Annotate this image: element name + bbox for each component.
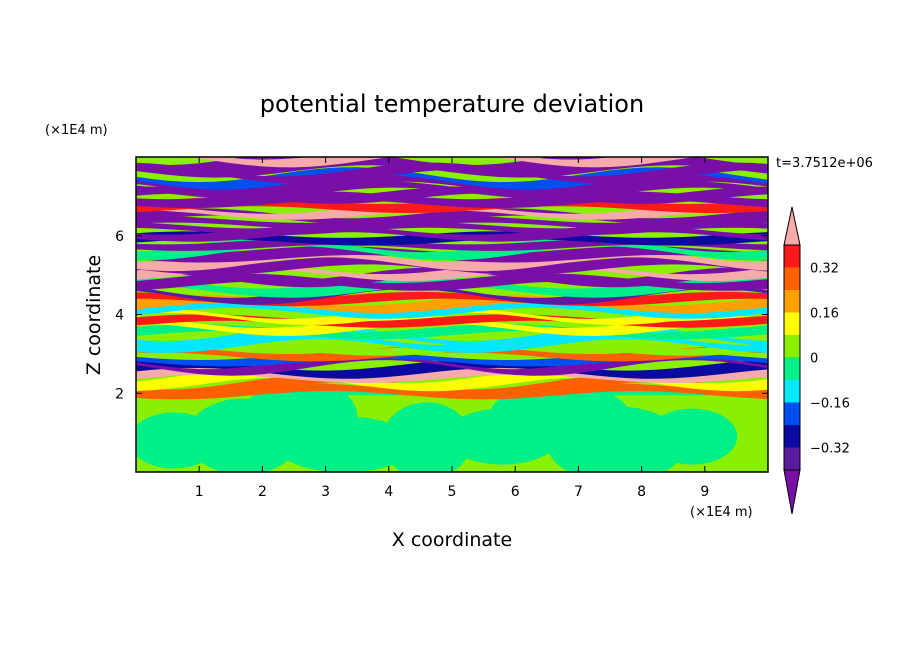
contour-band xyxy=(136,273,768,291)
x-tick-label: 4 xyxy=(384,484,393,500)
contour-cell xyxy=(490,384,629,441)
contour-band xyxy=(136,345,768,362)
contour-band xyxy=(136,282,768,305)
colorbar-segment xyxy=(784,290,800,313)
colorbar-segment xyxy=(784,335,800,358)
colorbar-segment xyxy=(784,380,800,403)
y-tick-label: 2 xyxy=(115,386,124,402)
contour-band xyxy=(136,291,768,307)
x-tick-label: 3 xyxy=(321,484,330,500)
colorbar-segment xyxy=(784,447,800,470)
contour-band xyxy=(136,162,768,184)
contour-band xyxy=(136,204,768,220)
colorbar-label: −0.32 xyxy=(810,442,850,457)
colorbar-extend-low xyxy=(783,469,801,515)
contour-band xyxy=(136,383,768,400)
x-tick-label: 9 xyxy=(700,484,709,500)
contour-band xyxy=(136,216,768,230)
x-tick-label: 5 xyxy=(448,484,457,500)
y-axis: 2 4 6 xyxy=(115,229,768,402)
contour-band xyxy=(136,208,768,226)
contour-band xyxy=(136,314,768,328)
contour-band xyxy=(136,167,768,190)
contour-band xyxy=(136,331,768,353)
chart-title: potential temperature deviation xyxy=(260,90,644,118)
colorbar-segment xyxy=(784,267,800,290)
contour-band xyxy=(186,157,697,168)
contour-band xyxy=(136,186,768,204)
colorbar-segment xyxy=(784,357,800,380)
contour-cell xyxy=(381,402,472,472)
contour-band xyxy=(136,276,768,298)
y-unit-label: (×1E4 m) xyxy=(45,123,108,138)
x-tick-label: 2 xyxy=(258,484,267,500)
plot-area xyxy=(135,156,769,473)
colorbar-segment xyxy=(784,402,800,425)
colorbar: 0.32 0.16 0 −0.16 −0.32 xyxy=(783,206,850,515)
contour-band xyxy=(136,359,768,379)
contour-band xyxy=(136,174,768,195)
contour-band xyxy=(136,374,768,398)
contour-band xyxy=(136,295,768,314)
colorbar-frame xyxy=(783,244,801,471)
contour-cell xyxy=(647,408,738,465)
y-tick-label: 6 xyxy=(115,229,124,245)
x-tick-label: 6 xyxy=(511,484,520,500)
colorbar-label: 0 xyxy=(810,352,818,367)
x-axis: 1 2 3 4 5 6 7 8 9 xyxy=(195,157,709,500)
contour-field xyxy=(136,157,768,472)
x-tick-label: 1 xyxy=(195,484,204,500)
colorbar-segment xyxy=(784,245,800,268)
contour-band xyxy=(136,366,768,383)
contour-cell xyxy=(243,378,358,455)
contour-band xyxy=(136,306,768,325)
x-tick-label: 8 xyxy=(637,484,646,500)
x-unit-label: (×1E4 m) xyxy=(690,505,753,520)
time-label: t=3.7512e+06 xyxy=(776,156,873,171)
y-tick-label: 4 xyxy=(115,308,124,324)
colorbar-label: 0.32 xyxy=(810,262,839,277)
x-axis-label: X coordinate xyxy=(392,529,512,551)
colorbar-segment xyxy=(784,425,800,448)
contour-band xyxy=(136,298,768,319)
y-axis-label: Z coordinate xyxy=(83,255,105,375)
colorbar-extend-high xyxy=(783,206,801,246)
contour-band xyxy=(136,221,768,236)
colorbar-label: 0.16 xyxy=(810,307,839,322)
colorbar-segment xyxy=(784,312,800,335)
contour-band xyxy=(136,324,768,340)
contour-band xyxy=(136,315,768,336)
contour-band xyxy=(136,267,768,288)
colorbar-label: −0.16 xyxy=(810,397,850,412)
x-tick-label: 7 xyxy=(574,484,583,500)
